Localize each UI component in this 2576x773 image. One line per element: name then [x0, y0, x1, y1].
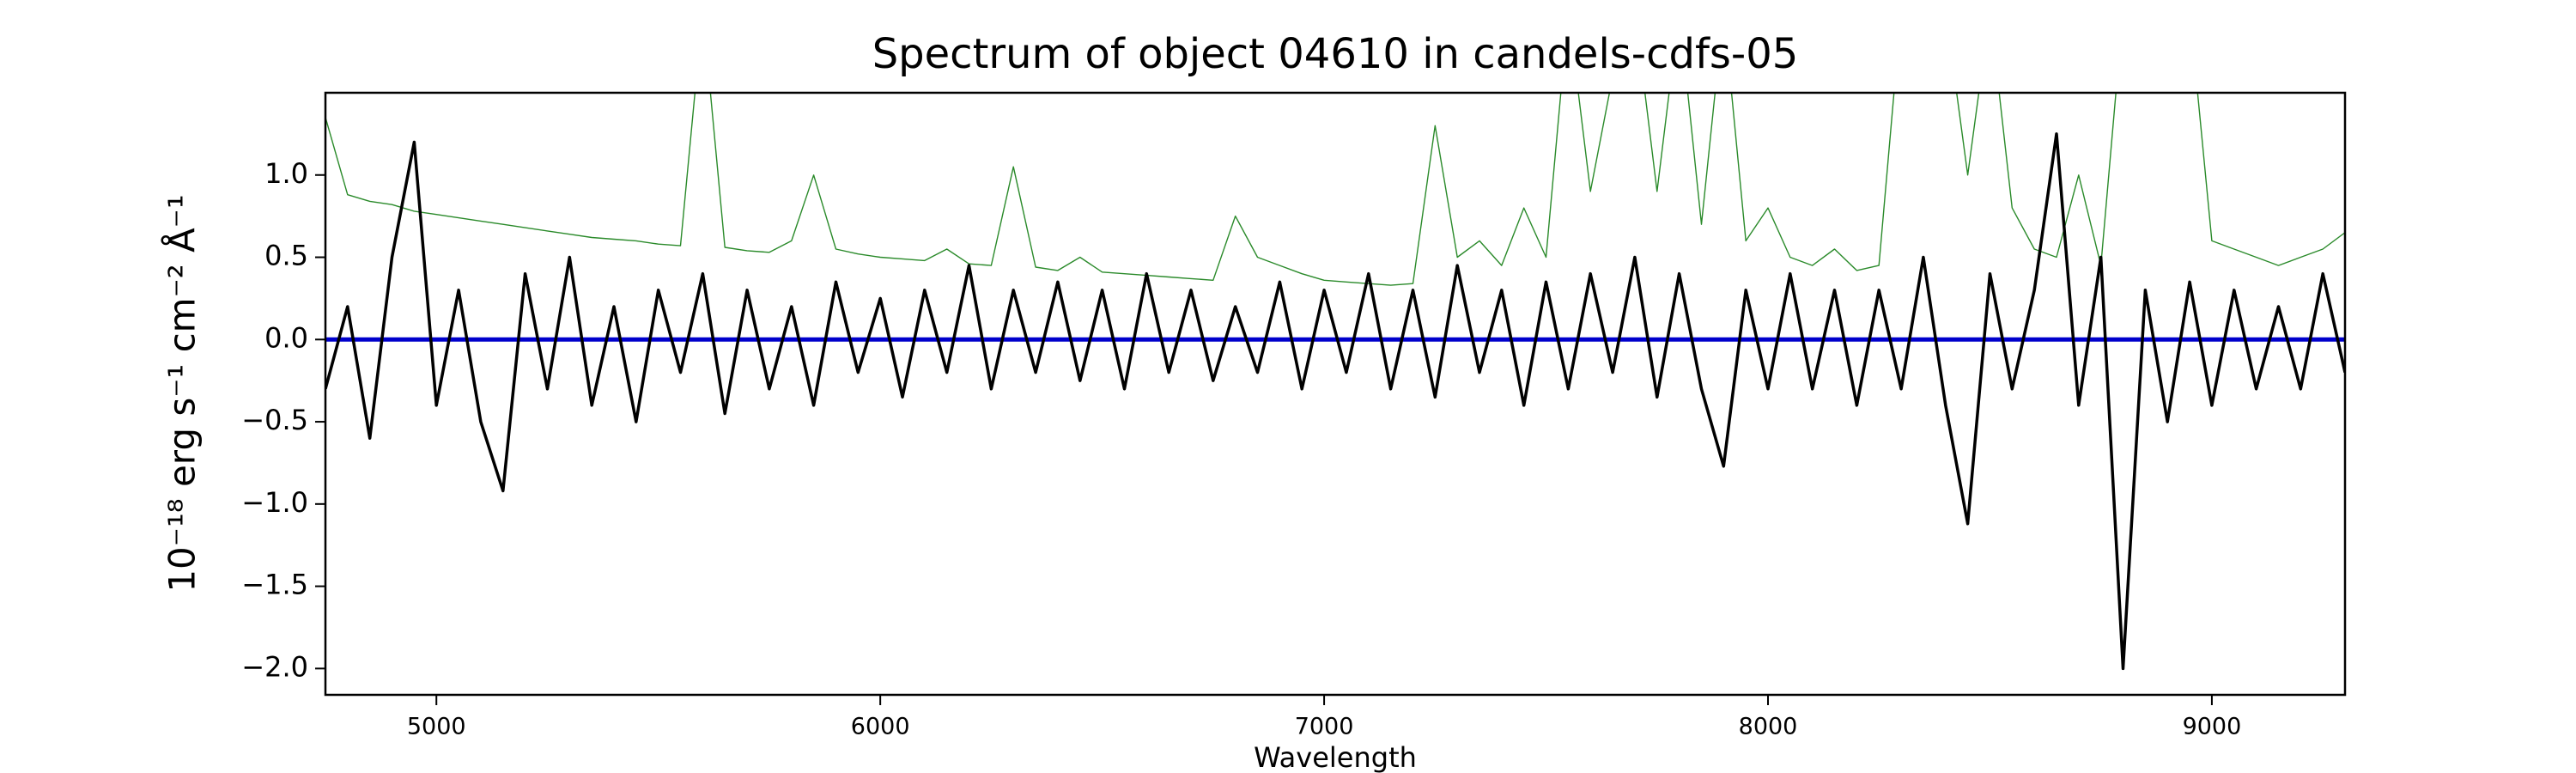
x-tick-label: 6000 — [851, 714, 910, 740]
axes-frame — [324, 91, 2347, 697]
y-tick-label: −1.5 — [241, 569, 308, 601]
y-tick-label: 1.0 — [264, 157, 308, 190]
plot-area — [325, 93, 2345, 671]
x-tick-label: 8000 — [1739, 714, 1798, 740]
y-tick-label: −0.5 — [241, 404, 308, 436]
y-tick-label: −2.0 — [241, 650, 308, 683]
x-axis-label: Wavelength — [1254, 741, 1417, 773]
chart-title: Spectrum of object 04610 in candels-cdfs… — [872, 30, 1799, 78]
y-tick-label: 0.0 — [264, 321, 308, 354]
y-tick-label: 0.5 — [264, 240, 308, 272]
spectrum-line — [325, 93, 2345, 286]
x-tick-label: 5000 — [407, 714, 466, 740]
y-axis-label: 10⁻¹⁸ erg s⁻¹ cm⁻² Å⁻¹ — [161, 194, 204, 592]
x-tick-label: 7000 — [1295, 714, 1354, 740]
y-tick-label: −1.0 — [241, 486, 308, 519]
spectrum-line — [325, 132, 2345, 671]
x-tick-label: 9000 — [2183, 714, 2242, 740]
